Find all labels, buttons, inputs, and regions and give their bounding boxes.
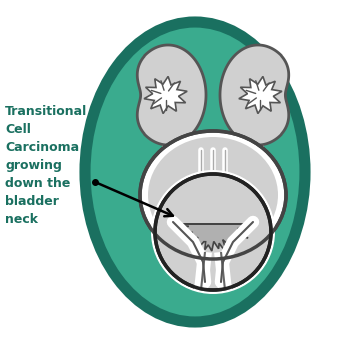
Circle shape	[151, 170, 275, 294]
Polygon shape	[137, 45, 206, 145]
Polygon shape	[220, 45, 289, 145]
Circle shape	[155, 174, 271, 290]
Ellipse shape	[148, 137, 278, 253]
Polygon shape	[239, 76, 282, 114]
Text: Transitional
Cell
Carcinoma
growing
down the
bladder
neck: Transitional Cell Carcinoma growing down…	[5, 105, 87, 226]
Ellipse shape	[140, 131, 286, 259]
Polygon shape	[144, 76, 187, 114]
Polygon shape	[175, 224, 252, 251]
Ellipse shape	[85, 22, 305, 322]
